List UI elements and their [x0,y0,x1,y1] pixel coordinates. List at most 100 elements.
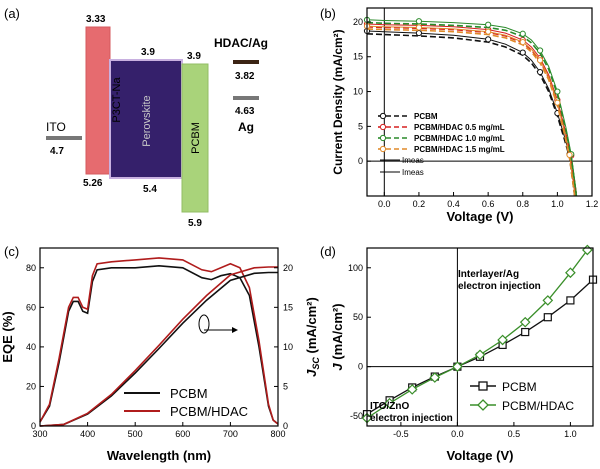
panel-b-xlabel: Voltage (V) [447,209,514,224]
iv-marker-0-8 [543,313,552,322]
jv-marker-3-8 [536,57,544,64]
b-xtick-label-0: 0.0 [378,199,391,209]
jv-marker-2-2 [415,18,423,25]
iv-marker-1-6 [497,334,508,346]
jv-marker-3-10 [554,99,561,106]
legend-marker-hdac-d [477,399,489,411]
iv-marker-0-9 [566,296,575,305]
imeas-label-1: Imeas [402,156,424,165]
ito-name: ITO [46,120,66,134]
c-ytick-left-label-4: 80 [26,263,36,273]
d-ytick-label-3: 100 [348,263,363,273]
b-xtick-label-2: 0.4 [447,199,460,209]
c-ytick-right-label-1: 5 [283,381,288,391]
jv-solid-0 [366,30,576,194]
iv-marker-1-8 [542,295,554,306]
b-legend-marker-1 [379,123,387,131]
p3ct-band [85,26,111,175]
eqe-series-2 [39,271,278,427]
jv-solid-1 [366,23,577,194]
jv-marker-0-4 [485,36,492,43]
p3ct-top-value: 3.33 [86,14,106,25]
jsc-sub: SC [311,357,321,370]
iv-marker-1-4 [452,361,463,373]
panel-d-ticks: -0.5 0.0 0.5 1.0 -50 0 50 100 [348,263,577,439]
annot-bottom-line2: electron injection [370,413,453,424]
perovskite-band [109,59,183,179]
perovskite-top-value: 3.9 [141,47,155,58]
iv-marker-1-3 [429,372,441,383]
ag-value: 4.63 [235,106,255,117]
b-xtick-label-3: 0.6 [482,199,495,209]
imeas-label-2: Imeas [402,168,424,177]
panel-d-ylabel: J (mA/cm²) [330,303,345,370]
panel-b-ticks: 0.0 0.2 0.4 0.6 0.8 1.0 1.2 0 5 10 15 20 [353,17,598,209]
iv-marker-1-2 [406,384,418,395]
d-ytick-label-0: -50 [350,411,363,421]
ag-level [233,96,259,100]
eqe-series-0 [39,264,279,425]
c-ytick-right-label-0: 0 [283,421,288,431]
arrow-ellipse [198,314,210,334]
d-xtick-label-3: 1.0 [564,429,577,439]
jsc-j: J [304,369,319,377]
b-xtick-label-6: 1.2 [586,199,599,209]
jv-solid-2 [366,19,577,194]
jv-dashed-0 [366,33,576,197]
panel-c-xlabel: Wavelength (nm) [107,448,211,463]
jv-marker-3-2 [415,24,423,31]
annot-bottom-line1: ITO/ZnO [370,401,409,412]
c-xtick-label-3: 600 [175,429,190,439]
jv-dashed-1 [366,26,578,197]
iv-marker-1-9 [565,267,576,279]
c-xtick-label-2: 500 [128,429,143,439]
pcbm-bottom-value: 5.9 [188,218,202,229]
legend-label-pcbm-d: PCBM [502,380,537,394]
jv-marker-2-8 [536,47,544,54]
c-ytick-right-label-4: 20 [283,263,293,273]
p3ct-name: P3CT-Na [111,77,123,123]
panel-b-label: (b) [320,6,336,21]
hdac-name: HDAC/Ag [214,36,268,50]
hdac-value: 3.82 [235,71,255,82]
b-legend-label-1: PCBM/HDAC 0.5 mg/mL [414,123,505,132]
c-ytick-right-label-3: 15 [283,302,293,312]
jsc-unit: (mA/cm²) [304,297,319,357]
panel-d: (d) -0.5 0.0 0.5 1.0 -50 0 50 100 Interlayer/Ag… [320,244,598,463]
jv-dashed-2 [366,21,578,197]
legend-label-hdac: PCBM/HDAC [170,404,248,419]
d-ytick-label-1: 0 [358,362,363,372]
panel-d-label: (d) [320,244,336,259]
pcbm-top-value: 3.9 [187,51,201,62]
c-ytick-left-label-1: 20 [26,381,36,391]
hdac-level [233,60,259,64]
ito-level [46,136,82,140]
legend-marker-pcbm-d [478,381,488,391]
d-xtick-label-1: 0.0 [451,429,464,439]
jv-marker-2-4 [485,21,492,28]
jv-marker-0-6 [519,49,526,56]
eqe-series-1 [39,257,279,425]
panel-c-ylabel-right: JSC (mA/cm²) [304,297,321,377]
panel-b-legend: PCBM PCBM/HDAC 0.5 mg/mL PCBM/HDAC 1.0 mg/… [378,112,505,154]
b-xtick-label-1: 0.2 [413,199,426,209]
panel-b-frame [366,7,593,197]
iv-marker-1-10 [582,244,593,256]
arrow-head [232,327,238,333]
panel-c-frame [39,247,279,427]
jv-marker-2-6 [519,30,526,37]
panel-a: (a) ITO 4.7 3.33 5.26 P3CT-Na 3.9 5.4 Pe… [4,6,268,229]
iv-marker-1-5 [474,349,486,361]
b-legend-marker-0 [379,112,387,120]
eqe-series-3 [39,266,278,427]
jv-marker-0-2 [415,29,423,37]
d-xtick-label-0: -0.5 [393,429,409,439]
jv-solid-3 [366,25,576,194]
b-legend-label-3: PCBM/HDAC 1.5 mg/mL [414,145,505,154]
perovskite-name: Perovskite [141,95,153,146]
c-xtick-label-5: 800 [270,429,285,439]
iv-marker-1-7 [519,316,531,328]
